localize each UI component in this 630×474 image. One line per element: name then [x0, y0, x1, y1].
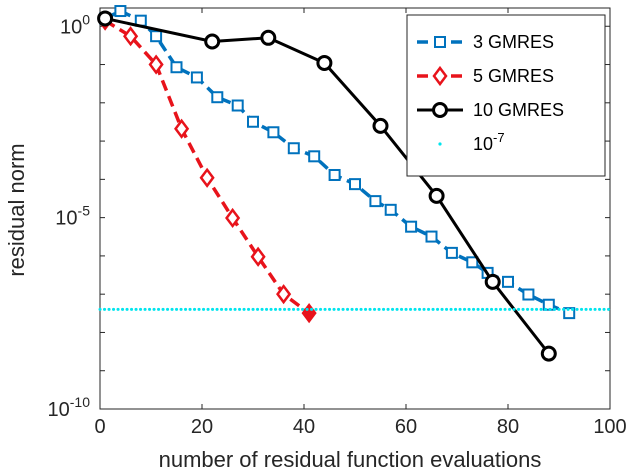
data-point-circle [428, 187, 445, 204]
legend-item: 3 GMRES [417, 32, 554, 52]
data-point-circle [316, 54, 333, 71]
data-point-square [150, 30, 163, 43]
data-point-square [425, 230, 438, 243]
y-axis-label: residual norm [4, 143, 29, 276]
legend-label: 3 GMRES [473, 32, 554, 52]
legend-label: 10-7 [473, 130, 505, 154]
data-point-diamond [276, 284, 292, 305]
data-point-diamond [174, 118, 190, 139]
data-point-circle [540, 345, 557, 362]
data-point-square [563, 307, 576, 320]
data-point-circle [204, 33, 221, 50]
data-point-square [287, 142, 300, 155]
data-point-diamond [123, 26, 139, 47]
data-point-circle [260, 29, 277, 46]
x-axis-ticks: 0 20 40 60 80 100 [94, 8, 627, 438]
legend-dot [438, 142, 442, 146]
legend-item: 10-7 [438, 130, 505, 154]
series-10-gmres [97, 10, 557, 362]
data-point-square [466, 256, 479, 269]
data-point-square [211, 91, 224, 104]
data-point-diamond [225, 207, 241, 229]
x-tick-label: 60 [395, 416, 417, 438]
data-point-diamond [199, 167, 215, 188]
data-point-square [247, 115, 259, 128]
data-point-square [522, 288, 535, 301]
data-point-square [405, 220, 418, 233]
x-tick-label: 0 [94, 416, 105, 438]
x-tick-label: 100 [593, 416, 626, 438]
data-point-square [190, 71, 203, 84]
data-point-circle [97, 10, 114, 27]
x-tick-label: 40 [293, 416, 315, 438]
data-point-square [114, 5, 127, 18]
y-axis-ticks: 100 10-5 10-10 [48, 11, 610, 421]
legend-item: 10 GMRES [417, 100, 564, 120]
data-point-square [231, 99, 244, 112]
data-point-square [369, 195, 382, 208]
data-point-square [502, 275, 514, 288]
data-point-square [445, 246, 458, 259]
y-tick-label: 10-5 [55, 203, 90, 230]
y-tick-label: 10-10 [48, 394, 91, 421]
x-axis-label: number of residual function evaluations [159, 447, 542, 472]
data-point-square [349, 178, 361, 191]
y-tick-label: 100 [60, 11, 90, 38]
data-point-square [328, 168, 341, 181]
legend-item: 5 GMRES [417, 65, 554, 87]
data-point-diamond [432, 65, 448, 87]
data-point-circle [432, 102, 448, 118]
series-line [104, 16, 550, 355]
data-point-diamond [148, 54, 164, 75]
x-tick-label: 20 [191, 416, 213, 438]
data-point-square [434, 36, 446, 48]
legend-label: 10 GMRES [473, 100, 564, 120]
data-point-diamond [250, 246, 266, 267]
data-point-circle [484, 273, 501, 290]
legend: 3 GMRES 5 GMRES 10 GMRES 10-7 [406, 14, 606, 177]
plot-series [97, 5, 612, 362]
legend-label: 5 GMRES [473, 66, 554, 86]
x-tick-label: 80 [497, 416, 519, 438]
data-point-circle [372, 117, 389, 134]
data-point-square [384, 203, 397, 216]
data-point-square [267, 126, 280, 139]
data-point-square [308, 150, 321, 163]
data-point-square [170, 61, 183, 74]
